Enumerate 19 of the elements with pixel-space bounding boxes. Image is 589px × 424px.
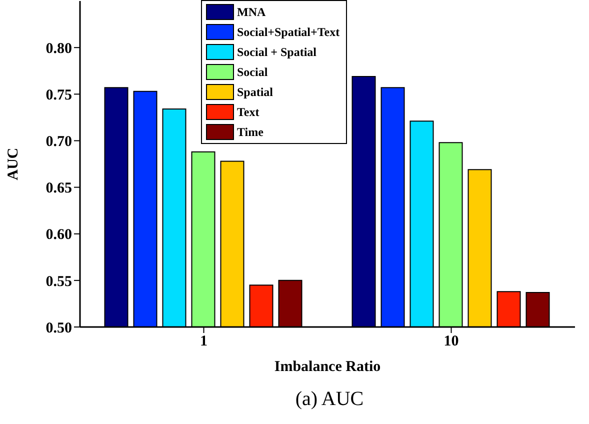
legend-label: Spatial <box>237 84 274 100</box>
y-tick-label: 0.80 <box>46 40 72 57</box>
legend-label: Social <box>237 64 268 80</box>
text: (a) AUC <box>294 388 365 411</box>
x-tick-label: 10 <box>444 334 459 350</box>
y-tick-label: 0.55 <box>46 274 72 290</box>
y-tick-label: 0.70 <box>46 134 72 150</box>
y-tick-label: 0.60 <box>46 227 72 244</box>
y-axis-title: AUC <box>5 148 22 180</box>
legend-label: Social+Spatial+Text <box>237 24 340 40</box>
legend-label: Social + Spatial <box>237 44 317 60</box>
y-tick-label: 0.75 <box>46 87 72 104</box>
legend-label: Text <box>237 104 260 120</box>
y-tick-label: 0.65 <box>46 180 72 197</box>
legend-label: Time <box>237 124 264 140</box>
legend-label: MNA <box>237 4 266 20</box>
x-axis-title: Imbalance Ratio <box>274 359 381 375</box>
y-tick-label: 0.50 <box>46 320 72 336</box>
x-tick-label: 1 <box>200 334 208 350</box>
